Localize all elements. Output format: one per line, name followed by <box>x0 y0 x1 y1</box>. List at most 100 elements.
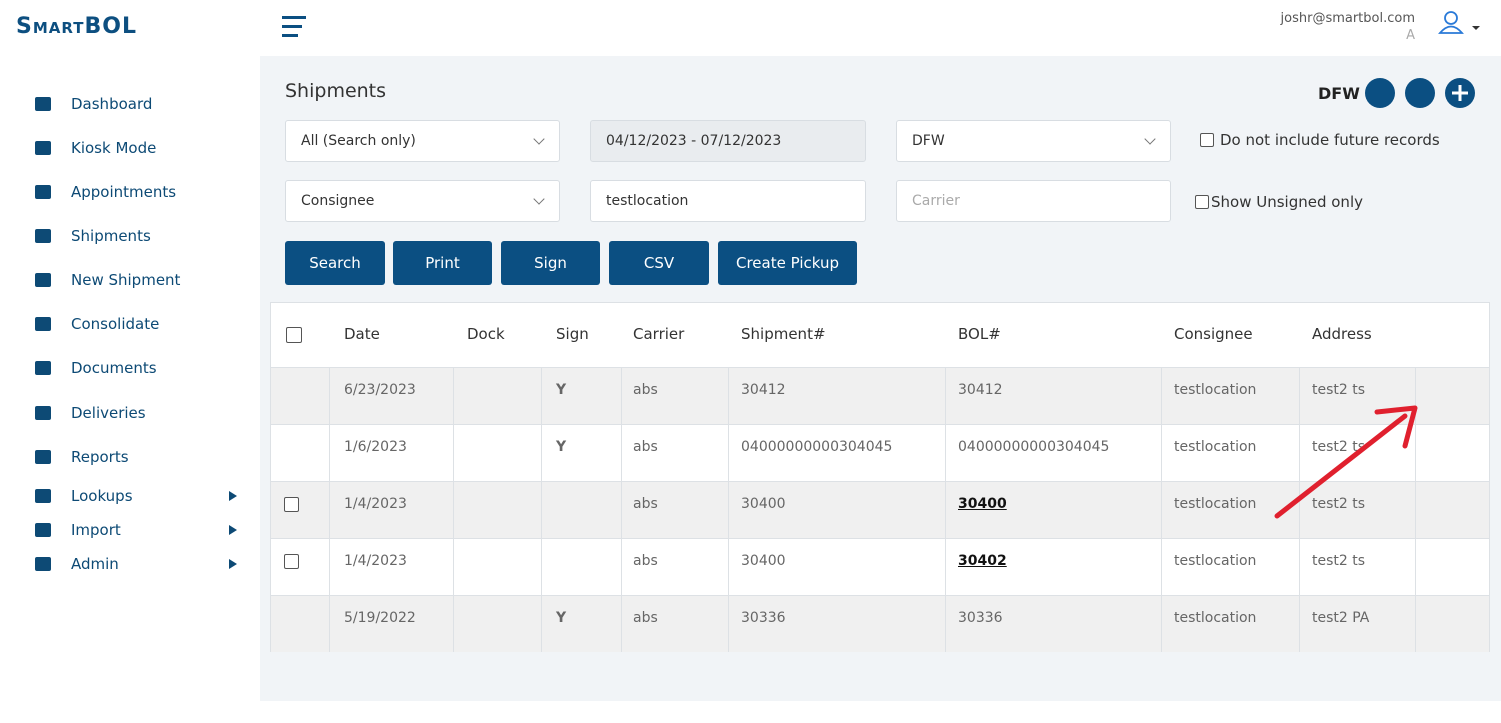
cell-bol: 04000000000304045 <box>958 439 1110 455</box>
nav-item[interactable]: Appointments <box>0 177 260 207</box>
cell-date: 1/4/2023 <box>344 553 407 569</box>
cell-date: 6/23/2023 <box>344 382 416 398</box>
column-header: Consignee <box>1174 325 1253 343</box>
checkbox[interactable] <box>1200 133 1214 147</box>
cell-border <box>1161 596 1162 652</box>
cell-border <box>329 596 330 652</box>
cell-border <box>1415 482 1416 538</box>
future-checkbox[interactable]: Do not include future records <box>1200 131 1440 149</box>
carrier-input[interactable]: Carrier <box>896 180 1171 222</box>
bol-link[interactable]: 30400 <box>958 496 1007 512</box>
nav-item[interactable]: Deliveries <box>0 398 260 428</box>
nav-label: Admin <box>71 555 119 573</box>
logo[interactable]: SmartBOL <box>16 14 137 39</box>
nav-item[interactable]: New Shipment <box>0 265 260 295</box>
nav-label: Reports <box>71 448 129 466</box>
action-button[interactable]: Print <box>393 241 492 285</box>
annotation-arrow <box>1274 405 1418 519</box>
cell-sign: Y <box>556 610 567 626</box>
date-range: 04/12/2023 - 07/12/2023 <box>590 120 866 162</box>
type-select[interactable]: All (Search only) <box>285 120 560 162</box>
action-button[interactable]: CSV <box>609 241 709 285</box>
nav-item[interactable]: Kiosk Mode <box>0 133 260 163</box>
row-checkbox[interactable] <box>284 497 299 512</box>
nav-item[interactable]: Dashboard <box>0 89 260 119</box>
nav-icon <box>35 229 51 243</box>
nav-item[interactable]: Reports <box>0 442 260 472</box>
submenu-arrow <box>229 491 237 501</box>
cell-address: test2 ts <box>1312 496 1366 512</box>
action-button[interactable]: Search <box>285 241 385 285</box>
cell-address: test2 ts <box>1312 439 1366 455</box>
cell-border <box>329 539 330 595</box>
bol-link[interactable]: 30402 <box>958 553 1007 569</box>
cell-border <box>621 539 622 595</box>
nav-item[interactable]: Shipments <box>0 221 260 251</box>
user-menu[interactable] <box>1438 10 1482 36</box>
nav-label: Appointments <box>71 183 177 201</box>
clear-filter-button[interactable] <box>1405 78 1435 108</box>
nav-label: New Shipment <box>71 271 181 289</box>
nav-label: Import <box>71 521 121 539</box>
cell-border <box>945 539 946 595</box>
action-button[interactable]: Create Pickup <box>718 241 857 285</box>
cell-border <box>1161 482 1162 538</box>
cell-border <box>1299 368 1300 424</box>
nav-item[interactable]: Admin <box>0 549 260 579</box>
party-input[interactable]: testlocation <box>590 180 866 222</box>
cell-border <box>728 596 729 652</box>
cell-carrier: abs <box>633 382 658 398</box>
cell-border <box>453 425 454 481</box>
cell-border <box>728 368 729 424</box>
nav-item[interactable]: Documents <box>0 353 260 383</box>
nav-label: Dashboard <box>71 95 153 113</box>
cell-consignee: testlocation <box>1174 382 1257 398</box>
cell-border <box>945 425 946 481</box>
cell-sign: Y <box>556 439 567 455</box>
row-checkbox[interactable] <box>284 554 299 569</box>
nav-icon <box>35 361 51 375</box>
checkbox[interactable] <box>1195 195 1209 209</box>
cell-border <box>1161 425 1162 481</box>
nav-item[interactable]: Consolidate <box>0 309 260 339</box>
unsigned-checkbox[interactable]: Show Unsigned only <box>1195 193 1363 211</box>
column-header: Address <box>1312 325 1372 343</box>
cell-consignee: testlocation <box>1174 496 1257 512</box>
nav-item[interactable]: Import <box>0 515 260 545</box>
cell-carrier: abs <box>633 553 658 569</box>
cell-border <box>541 368 542 424</box>
submenu-arrow <box>229 559 237 569</box>
nav-icon <box>35 317 51 331</box>
cell-border <box>621 425 622 481</box>
cell-border <box>1161 539 1162 595</box>
table-row: 1/4/2023 abs 30400 30402 testlocation test2 t… <box>271 538 1489 595</box>
nav-label: Consolidate <box>71 315 160 333</box>
header-checkbox[interactable] <box>286 327 302 343</box>
location-select[interactable]: DFW <box>896 120 1171 162</box>
party-select[interactable]: Consignee <box>285 180 560 222</box>
action-button[interactable]: Sign <box>501 241 600 285</box>
filter-button[interactable] <box>1365 78 1395 108</box>
nav-label: Shipments <box>71 227 151 245</box>
cell-border <box>329 482 330 538</box>
cell-border <box>728 425 729 481</box>
nav-icon <box>35 557 51 571</box>
cell-border <box>1299 425 1300 481</box>
submenu-arrow <box>229 525 237 535</box>
shipments-table: Date Dock Sign Carrier Shipment# BOL# Consigne… <box>270 302 1490 652</box>
menu-toggle[interactable] <box>282 16 306 37</box>
add-button[interactable] <box>1445 78 1475 108</box>
nav-item[interactable]: Lookups <box>0 481 260 511</box>
nav-icon <box>35 406 51 420</box>
nav-label: Lookups <box>71 487 133 505</box>
cell-border <box>329 425 330 481</box>
column-header: Carrier <box>633 325 685 343</box>
nav-label: Kiosk Mode <box>71 139 157 157</box>
cell-consignee: testlocation <box>1174 439 1257 455</box>
page-title: Shipments <box>285 80 387 102</box>
column-header: BOL# <box>958 325 1001 343</box>
nav-icon <box>35 141 51 155</box>
